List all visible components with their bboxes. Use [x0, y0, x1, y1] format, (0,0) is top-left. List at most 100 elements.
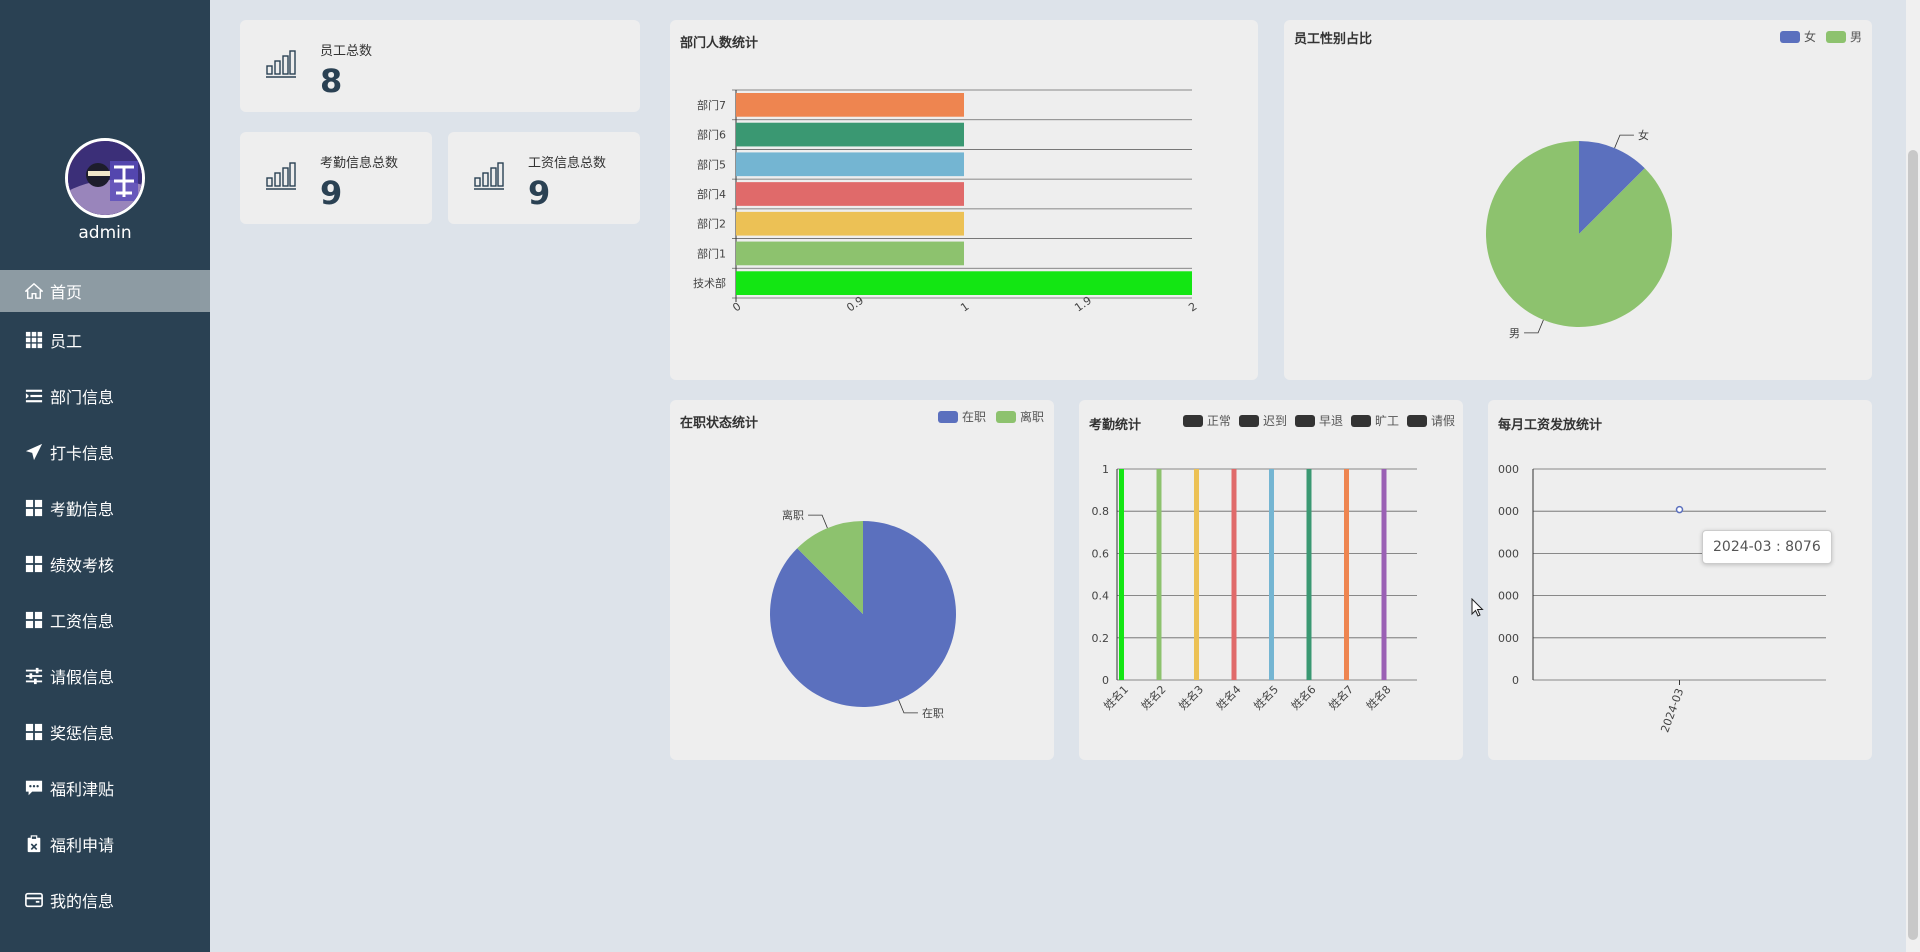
- sidebar-item-benefits[interactable]: 福利津贴: [0, 760, 210, 816]
- x-tick-label: 姓名3: [1176, 682, 1206, 712]
- sidebar-item-employees[interactable]: 员工: [0, 312, 210, 368]
- sidebar-item-label: 考勤信息: [50, 500, 115, 519]
- list-icon: [24, 386, 44, 406]
- stat-label: 考勤信息总数: [320, 156, 399, 171]
- gender-chart-card: 员工性别占比 女 男 女男: [1284, 20, 1872, 380]
- send-icon: [24, 442, 44, 462]
- slice-label: 离职: [782, 508, 804, 522]
- y-tick-label: 部门5: [697, 157, 726, 171]
- chart-legend: 在职 离职: [937, 408, 1044, 425]
- legend-item[interactable]: 在职: [937, 408, 986, 425]
- legend-item[interactable]: 女: [1779, 28, 1816, 45]
- sidebar-item-label: 绩效考核: [50, 556, 115, 575]
- legend-item[interactable]: 男: [1825, 28, 1862, 45]
- bar: [1269, 469, 1274, 680]
- label-leader: [898, 699, 918, 714]
- legend-swatch: [1182, 414, 1203, 427]
- x-tick-label: 1.9: [1072, 294, 1094, 315]
- wallet-icon: [24, 890, 44, 910]
- sidebar-item-rewards[interactable]: 奖惩信息: [0, 704, 210, 760]
- slice-label: 男: [1509, 327, 1520, 340]
- sidebar-item-performance[interactable]: 绩效考核: [0, 536, 210, 592]
- pie-slice: [1579, 141, 1645, 234]
- sidebar-item-benefit-apply[interactable]: 福利申请: [0, 816, 210, 872]
- slice-label: 女: [1638, 128, 1649, 142]
- chart-title: 员工性别占比: [1294, 32, 1373, 47]
- sidebar-item-label: 员工: [50, 332, 83, 351]
- bar: [736, 93, 964, 117]
- grid-icon: [24, 330, 44, 350]
- stat-value: 9: [528, 174, 551, 212]
- page-scrollbar[interactable]: [1906, 0, 1920, 952]
- bar: [736, 152, 964, 177]
- sidebar-item-attendance[interactable]: 考勤信息: [0, 480, 210, 536]
- sidebar-item-leave[interactable]: 请假信息: [0, 648, 210, 704]
- status-chart-card: 在职状态统计 在职 离职 在职 离职: [670, 400, 1054, 760]
- y-tick-label: 000: [1498, 463, 1519, 476]
- sidebar-item-label: 工资信息: [50, 612, 115, 631]
- y-tick-label: 部门6: [697, 128, 726, 142]
- legend-label: 女: [1803, 30, 1816, 44]
- chart-title: 考勤统计: [1089, 418, 1142, 433]
- x-tick-label: 姓名6: [1288, 682, 1318, 712]
- legend-item[interactable]: 离职: [995, 408, 1044, 425]
- legend-swatch: [1294, 414, 1315, 427]
- chat-icon: [24, 778, 44, 798]
- bar: [1194, 469, 1199, 680]
- sidebar-item-salary[interactable]: 工资信息: [0, 592, 210, 648]
- sidebar-item-label: 福利津贴: [50, 780, 115, 799]
- y-tick-label: 0.6: [1092, 547, 1110, 560]
- legend-label: 请假: [1430, 414, 1455, 428]
- pie-slice: [797, 521, 863, 614]
- y-tick-label: 技术部: [693, 276, 726, 290]
- bar: [1306, 469, 1312, 680]
- sidebar-menu: 首页 员工 部门信息 打卡信息 考勤信息 绩效考核 工资信息 请假信息: [0, 270, 210, 928]
- x-tick-label: 姓名2: [1138, 682, 1168, 712]
- scrollbar-thumb[interactable]: [1908, 150, 1918, 940]
- bar: [736, 241, 964, 266]
- chart-title: 部门人数统计: [680, 36, 759, 51]
- stat-label: 工资信息总数: [528, 156, 607, 171]
- chart-legend: 女 男: [1779, 28, 1862, 45]
- avatar[interactable]: [65, 138, 145, 218]
- legend-label: 在职: [961, 410, 986, 424]
- bar-chart-icon: [266, 162, 296, 190]
- y-tick-label: 1: [1102, 463, 1109, 476]
- bar: [736, 271, 1192, 295]
- gender-pie-chart[interactable]: 女男: [1284, 20, 1872, 380]
- y-tick-label: 000: [1498, 547, 1519, 560]
- home-icon: [24, 281, 44, 301]
- legend-label: 离职: [1019, 410, 1044, 424]
- bar: [1381, 469, 1387, 680]
- sidebar-item-home[interactable]: 首页: [0, 270, 210, 312]
- sidebar-item-clock-in[interactable]: 打卡信息: [0, 424, 210, 480]
- mouse-cursor-icon: [1471, 598, 1484, 617]
- stat-value: 8: [320, 62, 343, 100]
- sidebar-item-label: 首页: [50, 283, 83, 302]
- legend-label: 正常: [1206, 414, 1231, 428]
- stat-card-employees: 员工总数 8: [240, 20, 640, 112]
- legend-item[interactable]: 迟到: [1238, 412, 1287, 429]
- legend-item[interactable]: 正常: [1182, 412, 1231, 429]
- legend-swatch: [995, 410, 1016, 423]
- sidebar-item-departments[interactable]: 部门信息: [0, 368, 210, 424]
- bar: [736, 211, 964, 236]
- legend-item[interactable]: 早退: [1294, 412, 1343, 429]
- sidebar-item-label: 我的信息: [50, 892, 115, 911]
- y-tick-label: 000: [1498, 505, 1519, 518]
- legend-item[interactable]: 请假: [1406, 412, 1455, 429]
- bar: [736, 122, 964, 147]
- legend-label: 早退: [1318, 414, 1343, 428]
- sidebar-item-label: 打卡信息: [50, 444, 115, 463]
- sidebar-item-label: 福利申请: [50, 836, 115, 855]
- sidebar-item-my-info[interactable]: 我的信息: [0, 872, 210, 928]
- grid-icon: [24, 498, 44, 518]
- y-tick-label: 000: [1498, 632, 1519, 645]
- bar: [1156, 469, 1162, 680]
- dept-bar-chart[interactable]: 技术部 部门1 部门2 部门4 部门5 部门6 部门7 0 0.9 1 1.9 2: [670, 20, 1258, 380]
- label-leader: [1614, 134, 1634, 149]
- legend-item[interactable]: 旷工: [1350, 412, 1399, 429]
